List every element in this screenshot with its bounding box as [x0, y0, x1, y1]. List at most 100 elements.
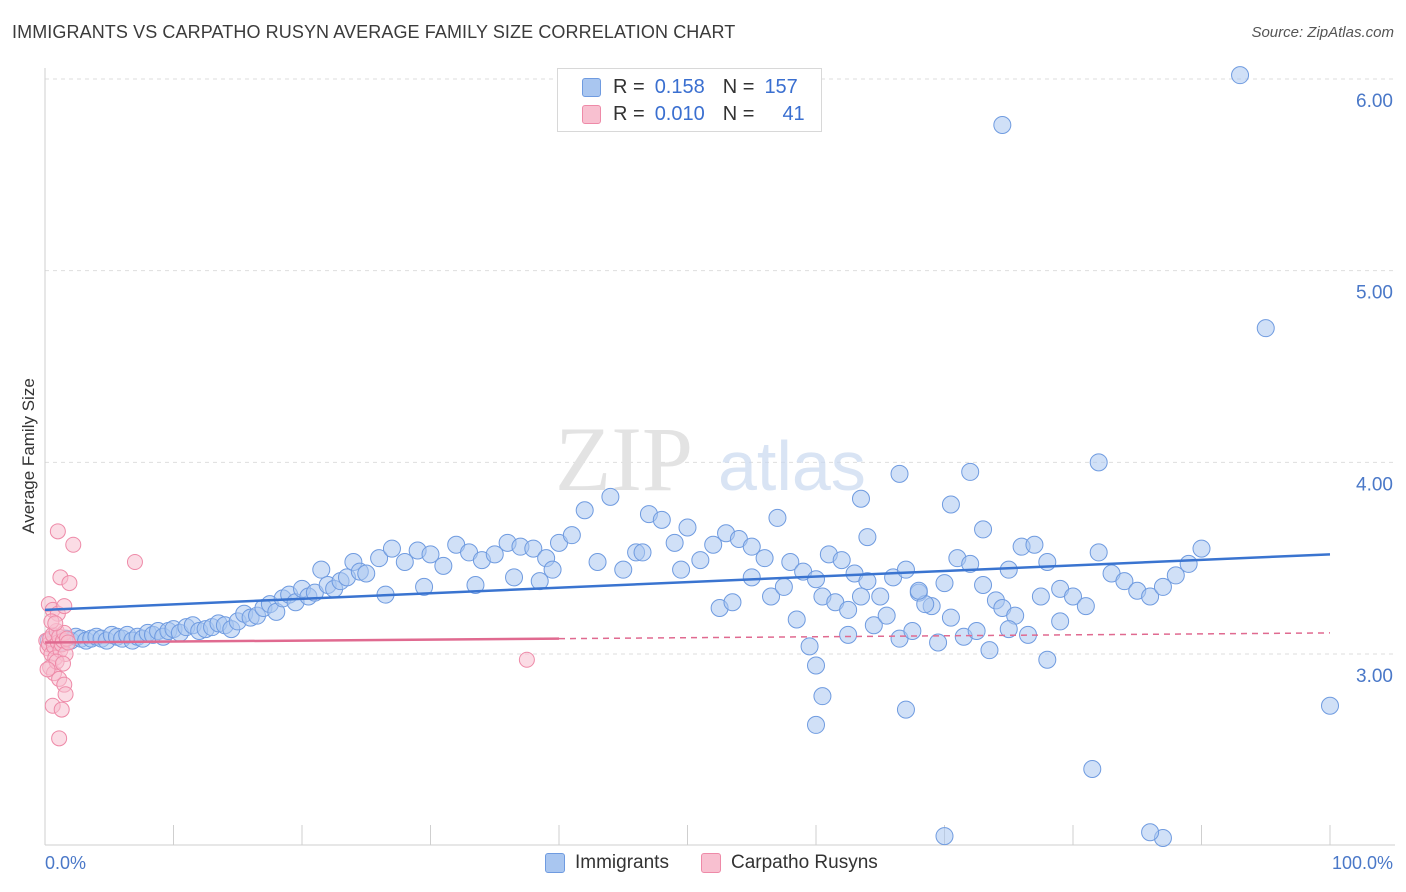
immigrants-point	[505, 568, 524, 587]
immigrants-trend-line	[44, 553, 1331, 612]
carpatho-rusyn-point	[54, 655, 71, 672]
series-label-carpatho-rusyns: Carpatho Rusyns	[730, 852, 878, 873]
immigrants-point	[941, 608, 960, 627]
chart-title: IMMIGRANTS VS CARPATHO RUSYN AVERAGE FAM…	[12, 22, 736, 42]
immigrants-point	[466, 576, 485, 594]
legend-n-value: 157	[764, 75, 798, 98]
axis-labels: 3.00 4.00 5.00 6.00 0.0% 100.0% Average Family…	[19, 91, 1393, 873]
legend-row-carpatho-rusyns: R = 0.010 N = 41	[582, 101, 805, 127]
immigrants-point	[312, 560, 331, 579]
immigrants-point	[1064, 587, 1082, 606]
immigrants-point	[562, 526, 581, 545]
immigrants-point	[357, 564, 376, 583]
y-tick-label: 3.00	[1356, 666, 1393, 687]
immigrants-point	[929, 633, 948, 652]
series-label-immigrants: Immigrants	[575, 852, 669, 873]
immigrants-point	[903, 622, 922, 640]
immigrants-point	[601, 487, 620, 506]
carpatho-rusyn-trend-line-solid	[44, 637, 560, 644]
immigrants-point	[768, 508, 787, 527]
immigrants-point	[1231, 66, 1250, 85]
carpatho-rusyn-point	[39, 661, 56, 678]
immigrants-point	[524, 539, 543, 558]
immigrants-point	[434, 556, 453, 575]
trend-lines	[44, 553, 1331, 644]
immigrants-point	[755, 549, 774, 568]
legend-r-label: R =	[613, 75, 645, 98]
immigrants-point	[723, 593, 742, 612]
immigrants-point	[1089, 453, 1108, 472]
immigrants-point	[665, 533, 684, 552]
immigrants-point	[774, 577, 793, 596]
immigrants-point	[704, 535, 723, 554]
immigrants-point	[1166, 566, 1185, 585]
immigrants-point	[896, 700, 915, 719]
legend-r-label: R =	[613, 102, 645, 125]
axes	[44, 68, 1395, 846]
legend-swatch-immigrants	[582, 77, 601, 97]
series-swatch-immigrants	[545, 853, 565, 873]
carpatho-rusyn-point	[65, 536, 82, 553]
immigrants-point	[575, 501, 594, 520]
immigrants-point	[1192, 539, 1211, 558]
watermark-atlas: atlas	[718, 427, 866, 505]
immigrants-point	[864, 616, 883, 635]
correlation-legend: R = 0.158 N = 157 R = 0.010 N = 41	[557, 68, 822, 132]
carpatho-rusyn-point	[126, 554, 143, 570]
immigrants-point	[800, 637, 819, 656]
immigrants-point	[839, 600, 858, 619]
immigrants-point	[588, 553, 607, 571]
series-legend-immigrants[interactable]: Immigrants	[545, 852, 669, 874]
immigrants-point	[421, 545, 440, 564]
immigrants-point	[1031, 587, 1050, 606]
x-tick-label: 100.0%	[1332, 853, 1393, 873]
immigrants-point	[1153, 577, 1172, 596]
y-tick-label: 6.00	[1356, 91, 1393, 112]
immigrants-point	[999, 620, 1018, 639]
immigrants-point	[742, 537, 761, 556]
immigrants-point	[1089, 543, 1108, 562]
immigrants-point	[1025, 535, 1044, 554]
immigrants-point	[974, 520, 993, 539]
immigrants-point	[896, 560, 915, 579]
immigrants-point	[1321, 696, 1339, 715]
immigrants-point	[1083, 760, 1102, 778]
immigrants-point	[941, 495, 960, 514]
source-attribution: Source: ZipAtlas.com	[1251, 24, 1394, 41]
carpatho-rusyn-point	[53, 701, 70, 718]
series-swatch-carpatho-rusyns	[700, 853, 721, 873]
immigrants-point	[1141, 587, 1160, 606]
immigrants-point	[691, 551, 710, 570]
carpatho-rusyn-point	[57, 686, 74, 703]
immigrants-point	[832, 551, 851, 570]
legend-r-value: 0.158	[654, 75, 705, 98]
immigrants-point	[935, 827, 954, 846]
immigrants-point	[967, 622, 986, 640]
series-legend-carpatho-rusyns[interactable]: Carpatho Rusyns	[700, 852, 878, 874]
y-axis-label: Average Family Size	[19, 378, 38, 534]
immigrants-point	[839, 625, 858, 644]
legend-row-immigrants: R = 0.158 N = 157	[582, 74, 798, 100]
immigrants-point	[877, 606, 896, 625]
immigrants-point	[1038, 650, 1057, 669]
series-legend: Immigrants Carpatho Rusyns	[545, 852, 910, 874]
legend-r-value: 0.010	[654, 102, 705, 125]
immigrants-point	[614, 560, 633, 579]
immigrants-point	[961, 554, 980, 573]
y-tick-label: 4.00	[1356, 474, 1393, 495]
immigrants-point	[1256, 319, 1275, 338]
immigrants-point	[742, 568, 761, 587]
immigrants-point	[1076, 597, 1095, 616]
immigrants-point	[813, 687, 832, 706]
x-tick-label: 0.0%	[45, 853, 86, 873]
watermark-zip: ZIP	[555, 408, 693, 510]
immigrants-point	[543, 560, 562, 579]
immigrants-point	[807, 656, 825, 675]
carpatho-rusyn-point	[51, 730, 68, 747]
y-tick-label: 5.00	[1356, 283, 1393, 304]
immigrants-point	[678, 518, 697, 537]
immigrants-point	[672, 560, 691, 579]
legend-n-value: 41	[782, 102, 805, 125]
legend-swatch-carpatho-rusyns	[582, 104, 601, 124]
